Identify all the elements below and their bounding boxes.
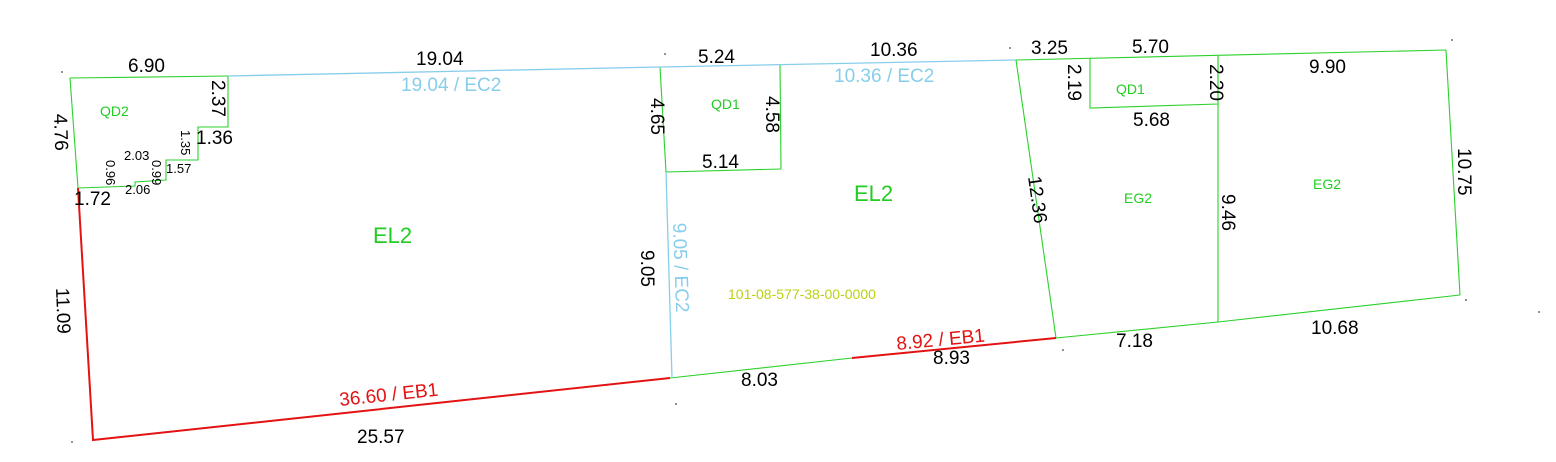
divider-12-36: [1015, 59, 1057, 339]
dim-11-09: 11.09: [51, 287, 74, 334]
dim-1-72: 1.72: [74, 189, 111, 210]
survey-points: [61, 39, 1540, 443]
dim-4-58: 4.58: [761, 96, 782, 133]
label-ec2-divider: 9.05 / EC2: [668, 222, 692, 312]
dim-4-76: 4.76: [49, 113, 71, 151]
lot-lines: [69, 49, 1461, 379]
top-edge-segment-1: [69, 75, 229, 79]
qd1-mid-bottom: [665, 168, 782, 173]
eb1-bottom-left: [77, 187, 671, 442]
dim-9-46: 9.46: [1217, 194, 1238, 231]
label-ec2-top-left: 19.04 / EC2: [401, 75, 501, 96]
survey-point: [1009, 47, 1011, 49]
dim-5-68: 5.68: [1133, 110, 1170, 131]
zone-qd2: QD2: [100, 103, 129, 119]
zone-qd1-mid: QD1: [711, 96, 740, 112]
qd1-mid-right: [779, 63, 782, 170]
dim-12-36: 12.36: [1023, 175, 1050, 225]
bottom-edge-7-18: [1055, 321, 1219, 339]
boundary-labels: 19.04 / EC2 10.36 / EC2 9.05 / EC2 36.60…: [338, 66, 985, 411]
eb1-bottom-mid: [851, 337, 1057, 359]
ec2-divider: [665, 171, 673, 379]
dim-5-14: 5.14: [702, 152, 739, 173]
dim-1-35: 1.35: [178, 130, 193, 155]
bottom-edge-8-03: [669, 357, 853, 379]
survey-point: [1465, 299, 1467, 301]
top-edge-right: [1015, 49, 1447, 61]
qd2-stepped-boundary: [77, 76, 229, 189]
eb1-boundaries: [77, 187, 1057, 442]
survey-point: [675, 403, 677, 405]
ec2-top-left: [227, 66, 661, 77]
dim-19-04: 19.04: [416, 49, 464, 70]
dim-3-25: 3.25: [1031, 38, 1068, 59]
survey-point: [61, 71, 63, 73]
zone-eg2-b: EG2: [1313, 176, 1341, 192]
dim-2-03: 2.03: [124, 148, 149, 163]
divider-upper: [659, 66, 667, 173]
dim-5-70: 5.70: [1132, 37, 1169, 58]
zone-el2-left: EL2: [373, 223, 412, 248]
label-eb1-bottom-left: 36.60 / EB1: [338, 380, 439, 411]
zone-qd1-right: QD1: [1116, 81, 1145, 97]
dim-7-18: 7.18: [1116, 331, 1153, 352]
dim-9-90: 9.90: [1309, 57, 1346, 78]
dim-4-65: 4.65: [646, 98, 667, 135]
qd1-right-box: [1089, 56, 1219, 109]
ec2-top-mid: [659, 59, 1017, 68]
dim-0-99: 0.99: [149, 160, 164, 185]
survey-point: [664, 53, 666, 55]
dim-25-57: 25.57: [357, 427, 405, 448]
dim-1-36: 1.36: [196, 128, 233, 149]
dimension-labels: 6.90 19.04 5.24 10.36 3.25 5.70 9.90 4.7…: [49, 37, 1474, 448]
survey-point: [1451, 39, 1453, 41]
zone-el2-mid: EL2: [854, 181, 893, 206]
bottom-edge-10-68: [1217, 294, 1461, 323]
dim-0-96: 0.96: [103, 160, 118, 185]
right-edge: [1445, 49, 1461, 296]
survey-point: [1062, 349, 1064, 351]
dim-9-05: 9.05: [636, 250, 657, 287]
dim-2-37: 2.37: [207, 80, 228, 117]
zone-labels: QD2 EL2 QD1 EL2 QD1 EG2 EG2: [100, 81, 1341, 248]
dim-5-24: 5.24: [698, 47, 735, 68]
dim-2-20: 2.20: [1205, 64, 1226, 101]
dim-2-06: 2.06: [125, 182, 150, 197]
dim-1-57: 1.57: [166, 161, 191, 176]
label-ec2-top-mid: 10.36 / EC2: [834, 66, 934, 87]
dim-6-90: 6.90: [128, 56, 165, 77]
dim-2-19: 2.19: [1063, 64, 1084, 101]
survey-point: [71, 441, 73, 443]
survey-point: [1538, 311, 1540, 313]
left-edge-upper: [69, 77, 79, 189]
dim-10-68: 10.68: [1311, 318, 1359, 339]
ec2-boundaries: [227, 59, 1017, 379]
dim-8-03: 8.03: [741, 370, 778, 391]
zone-eg2-a: EG2: [1124, 190, 1152, 206]
dim-8-93: 8.93: [933, 348, 970, 369]
dim-10-36: 10.36: [870, 40, 918, 61]
parcel-id: 101-08-577-38-00-0000: [728, 286, 876, 302]
dim-10-75: 10.75: [1453, 148, 1474, 196]
